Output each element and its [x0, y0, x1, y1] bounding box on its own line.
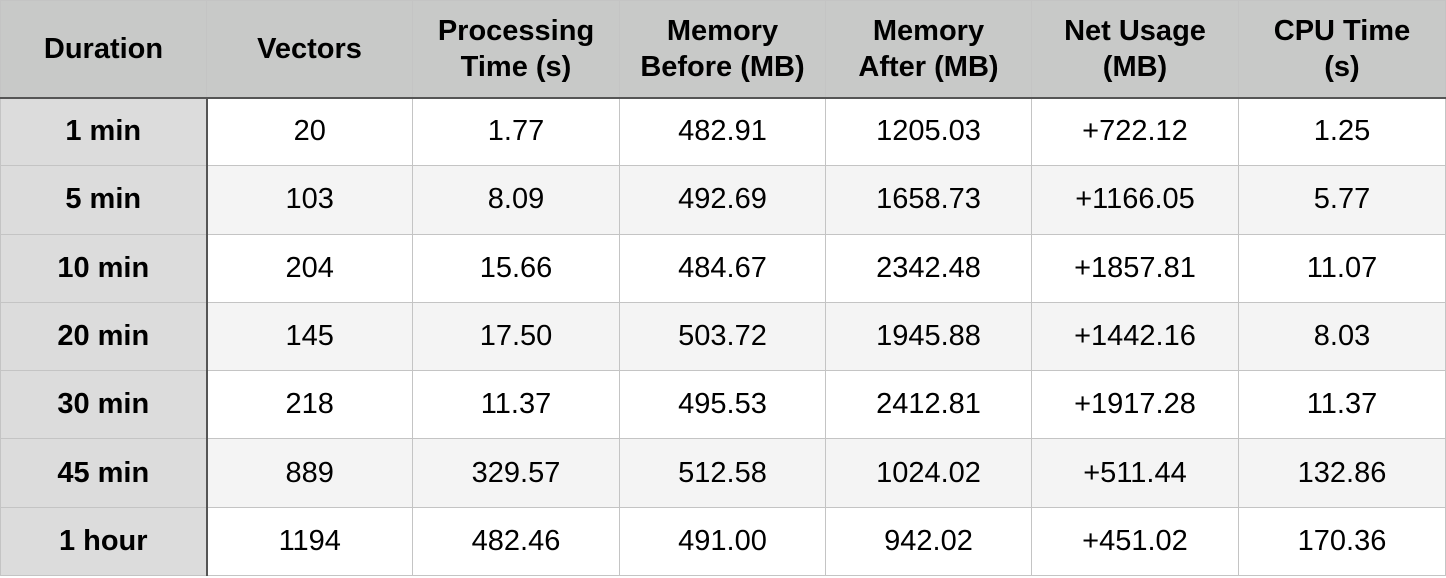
column-header-label: Memory Before (MB): [640, 14, 805, 83]
cell-vectors: 218: [206, 370, 413, 440]
cell-memory-before: 492.69: [619, 165, 826, 235]
cell-memory-before: 495.53: [619, 370, 826, 440]
table-row: 1 min 20 1.77 482.91 1205.03 +722.12 1.2…: [0, 96, 1446, 167]
column-header-label: Duration: [43, 32, 164, 65]
cell-net-usage: +1442.16: [1031, 301, 1239, 372]
column-header-net-usage: Net Usage (MB): [1031, 0, 1239, 99]
row-header-duration: 30 min: [0, 370, 208, 440]
column-header-duration: Duration: [0, 0, 207, 99]
cell-memory-after: 942.02: [825, 506, 1032, 577]
table-row: 45 min 889 329.57 512.58 1024.02 +511.44…: [0, 438, 1446, 508]
row-header-duration: 5 min: [0, 165, 208, 235]
cell-memory-after: 1205.03: [825, 96, 1032, 167]
column-header-processing-time: Processing Time (s): [412, 0, 620, 99]
cell-memory-after: 2412.81: [825, 370, 1032, 440]
cell-processing-time: 15.66: [412, 233, 620, 303]
cell-memory-after: 1024.02: [825, 438, 1032, 508]
cell-net-usage: +1857.81: [1031, 233, 1239, 303]
cell-net-usage: +451.02: [1031, 506, 1239, 577]
column-header-label: Processing Time (s): [437, 14, 595, 83]
cell-cpu-time: 5.77: [1238, 165, 1446, 235]
cell-memory-before: 491.00: [619, 506, 826, 577]
table-row: 5 min 103 8.09 492.69 1658.73 +1166.05 5…: [0, 165, 1446, 235]
cell-memory-after: 1945.88: [825, 301, 1032, 372]
column-header-label: CPU Time (s): [1273, 14, 1411, 83]
cell-vectors: 103: [206, 165, 413, 235]
cell-processing-time: 11.37: [412, 370, 620, 440]
cell-processing-time: 329.57: [412, 438, 620, 508]
cell-processing-time: 17.50: [412, 301, 620, 372]
cell-cpu-time: 1.25: [1238, 96, 1446, 167]
table-row: 30 min 218 11.37 495.53 2412.81 +1917.28…: [0, 370, 1446, 440]
cell-memory-before: 482.91: [619, 96, 826, 167]
cell-cpu-time: 11.37: [1238, 370, 1446, 440]
header-row: Duration Vectors Processing Time (s) Mem…: [0, 0, 1446, 99]
column-header-label: Net Usage (MB): [1064, 14, 1206, 83]
row-header-duration: 10 min: [0, 233, 208, 303]
cell-memory-after: 1658.73: [825, 165, 1032, 235]
table-row: 20 min 145 17.50 503.72 1945.88 +1442.16…: [0, 301, 1446, 372]
cell-vectors: 1194: [206, 506, 413, 577]
cell-cpu-time: 170.36: [1238, 506, 1446, 577]
cell-vectors: 20: [206, 96, 413, 167]
cell-net-usage: +1166.05: [1031, 165, 1239, 235]
column-header-label: Memory After (MB): [858, 14, 999, 83]
cell-net-usage: +511.44: [1031, 438, 1239, 508]
cell-memory-after: 2342.48: [825, 233, 1032, 303]
row-header-duration: 20 min: [0, 301, 208, 372]
cell-processing-time: 482.46: [412, 506, 620, 577]
cell-memory-before: 484.67: [619, 233, 826, 303]
cell-cpu-time: 132.86: [1238, 438, 1446, 508]
cell-cpu-time: 11.07: [1238, 233, 1446, 303]
column-header-vectors: Vectors: [206, 0, 413, 99]
cell-vectors: 204: [206, 233, 413, 303]
cell-memory-before: 503.72: [619, 301, 826, 372]
cell-processing-time: 1.77: [412, 96, 620, 167]
row-header-duration: 1 hour: [0, 506, 208, 577]
cell-memory-before: 512.58: [619, 438, 826, 508]
cell-cpu-time: 8.03: [1238, 301, 1446, 372]
row-header-duration: 1 min: [0, 96, 208, 167]
cell-net-usage: +722.12: [1031, 96, 1239, 167]
cell-processing-time: 8.09: [412, 165, 620, 235]
cell-net-usage: +1917.28: [1031, 370, 1239, 440]
column-header-memory-after: Memory After (MB): [825, 0, 1032, 99]
row-header-duration: 45 min: [0, 438, 208, 508]
column-header-cpu-time: CPU Time (s): [1238, 0, 1446, 99]
cell-vectors: 145: [206, 301, 413, 372]
table-row: 10 min 204 15.66 484.67 2342.48 +1857.81…: [0, 233, 1446, 303]
column-header-memory-before: Memory Before (MB): [619, 0, 826, 99]
cell-vectors: 889: [206, 438, 413, 508]
column-header-label: Vectors: [257, 32, 362, 65]
table-row: 1 hour 1194 482.46 491.00 942.02 +451.02…: [0, 506, 1446, 577]
